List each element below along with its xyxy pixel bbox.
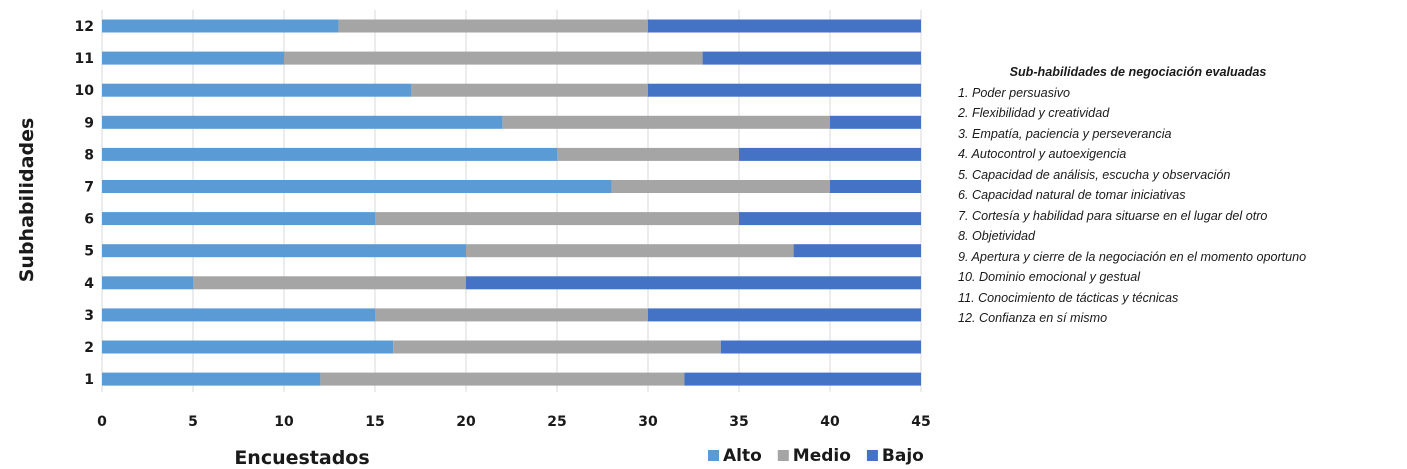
subskills-legend-list: 1. Poder persuasivo 2. Flexibilidad y cre… <box>958 83 1398 329</box>
y-tick-8: 8 <box>84 147 94 163</box>
subskill-item-8: 8. Objetividad <box>958 229 1036 243</box>
bar-bajo-11 <box>702 51 921 65</box>
y-tick-9: 9 <box>84 115 94 131</box>
x-tick-15: 15 <box>365 414 384 430</box>
legend-swatch-alto <box>708 450 719 461</box>
x-tick-25: 25 <box>547 414 566 430</box>
x-tick-35: 35 <box>729 414 748 430</box>
bar-medio-3 <box>375 308 648 322</box>
bar-medio-8 <box>557 147 739 161</box>
bar-alto-11 <box>102 51 284 65</box>
subskill-item-9: 9. Apertura y cierre de la negociación e… <box>958 249 1307 264</box>
subskill-item-5: 5. Capacidad de análisis, escucha y obse… <box>958 167 1231 182</box>
x-tick-labels: 0 5 10 15 20 25 30 35 40 45 <box>97 414 931 430</box>
gridlines <box>101 10 922 392</box>
bar-bajo-3 <box>648 308 921 322</box>
bar-bajo-6 <box>739 212 921 226</box>
subskill-item-4: 4. Autocontrol y autoexigencia <box>958 147 1127 161</box>
subskill-item-12: 12. Confianza en sí mismo <box>958 311 1108 325</box>
bar-alto-7 <box>102 180 612 193</box>
series-legend: Alto Medio Bajo <box>708 446 924 466</box>
y-tick-6: 6 <box>84 212 94 228</box>
subskill-item-7: 7. Cortesía y habilidad para situarse en… <box>958 208 1268 223</box>
bar-medio-7 <box>611 180 830 193</box>
bars <box>102 19 921 386</box>
bar-medio-6 <box>375 212 739 226</box>
bar-alto-1 <box>102 372 321 386</box>
subskill-item-6: 6. Capacidad natural de tomar iniciativa… <box>958 188 1186 202</box>
bar-alto-6 <box>102 212 375 226</box>
legend-swatch-bajo <box>866 450 878 461</box>
bar-alto-3 <box>102 308 375 322</box>
bar-medio-5 <box>466 244 794 258</box>
bar-medio-11 <box>284 51 703 65</box>
subskill-item-2: 2. Flexibilidad y creatividad <box>958 106 1110 120</box>
x-tick-10: 10 <box>274 414 294 430</box>
y-axis-title: Subhabilidades <box>16 118 38 283</box>
subskill-item-10: 10. Dominio emocional y gestual <box>958 270 1141 284</box>
y-tick-2: 2 <box>84 340 94 356</box>
bar-alto-8 <box>102 147 557 161</box>
x-tick-5: 5 <box>188 414 198 430</box>
y-tick-12: 12 <box>75 19 94 35</box>
y-tick-5: 5 <box>84 244 94 260</box>
bar-alto-2 <box>102 340 394 354</box>
bar-medio-1 <box>320 372 685 386</box>
bar-bajo-7 <box>830 180 921 193</box>
y-tick-1: 1 <box>84 372 94 388</box>
x-tick-0: 0 <box>97 414 107 430</box>
x-axis-title: Encuestados <box>234 447 369 469</box>
bar-medio-2 <box>393 340 721 354</box>
bar-alto-5 <box>102 244 466 258</box>
bar-bajo-9 <box>830 115 921 129</box>
bar-bajo-10 <box>648 83 921 97</box>
y-tick-3: 3 <box>84 308 94 324</box>
y-tick-10: 10 <box>75 83 95 99</box>
x-tick-45: 45 <box>911 414 930 430</box>
bar-alto-12 <box>102 19 339 33</box>
subskills-legend: Sub-habilidades de negociación evaluadas… <box>958 62 1398 329</box>
bar-bajo-1 <box>684 372 921 386</box>
bar-alto-10 <box>102 83 412 97</box>
legend-label-bajo: Bajo <box>882 446 924 466</box>
y-tick-7: 7 <box>84 180 94 196</box>
bar-medio-9 <box>502 115 830 129</box>
legend-label-alto: Alto <box>723 446 762 466</box>
bar-medio-10 <box>411 83 648 97</box>
bar-alto-9 <box>102 115 503 129</box>
x-tick-30: 30 <box>638 414 658 430</box>
bar-bajo-2 <box>720 340 921 354</box>
subskill-item-11: 11. Conocimiento de tácticas y técnicas <box>958 290 1179 305</box>
x-tick-20: 20 <box>456 414 476 430</box>
y-tick-11: 11 <box>75 51 94 67</box>
bar-bajo-12 <box>648 19 921 33</box>
bar-bajo-5 <box>793 244 921 258</box>
y-tick-4: 4 <box>84 276 94 292</box>
legend-label-medio: Medio <box>793 446 851 466</box>
subskills-legend-title: Sub-habilidades de negociación evaluadas <box>1009 65 1267 79</box>
subskill-item-1: 1. Poder persuasivo <box>958 85 1071 100</box>
x-tick-40: 40 <box>820 414 840 430</box>
bar-medio-4 <box>193 276 466 290</box>
bar-medio-12 <box>338 19 648 33</box>
bar-bajo-8 <box>739 147 921 161</box>
bar-alto-4 <box>102 276 193 290</box>
subskill-item-3: 3. Empatía, paciencia y perseverancia <box>958 126 1172 141</box>
legend-swatch-medio <box>777 450 789 461</box>
bar-bajo-4 <box>466 276 921 290</box>
